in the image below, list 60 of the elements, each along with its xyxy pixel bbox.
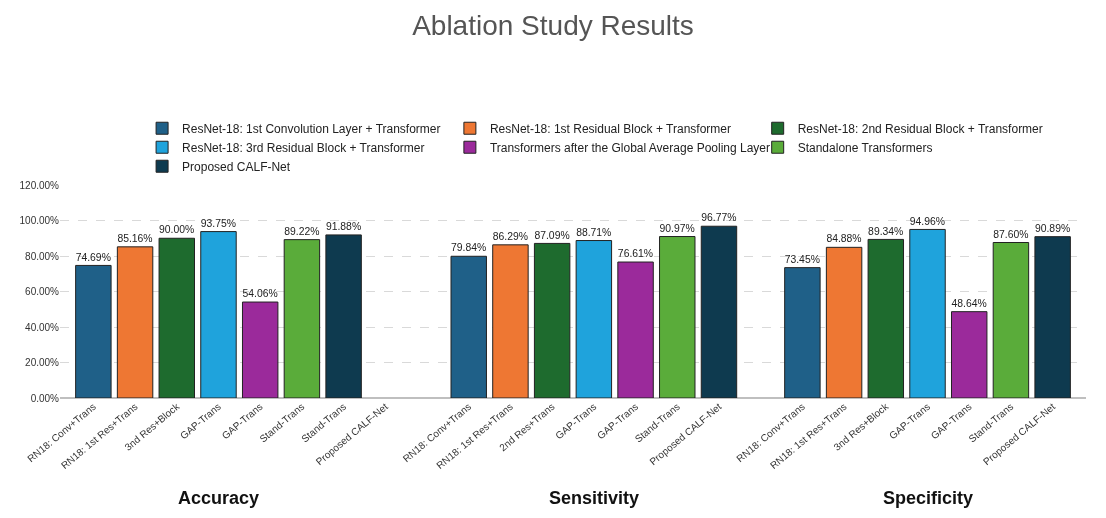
bar xyxy=(492,244,529,398)
data-label: 94.96% xyxy=(909,215,946,227)
y-tick-label: 120.00% xyxy=(19,179,60,191)
bar xyxy=(617,261,654,398)
bar xyxy=(158,237,196,398)
legend-label: ResNet-18: 1st Residual Block + Transformer xyxy=(489,121,731,136)
data-label: 90.00% xyxy=(159,224,195,236)
bar xyxy=(950,311,988,398)
y-tick-label: 40.00% xyxy=(25,321,60,333)
bar xyxy=(325,234,362,398)
bar xyxy=(533,242,571,398)
legend-label: Proposed CALF-Net xyxy=(182,159,291,174)
data-label: 87.60% xyxy=(993,228,1029,240)
legend-label: ResNet-18: 2nd Residual Block + Transformer xyxy=(797,121,1043,136)
bar xyxy=(116,246,154,398)
legend-label: Standalone Transformers xyxy=(797,140,933,155)
bar xyxy=(1034,236,1071,398)
legend-label: Transformers after the Global Average Pooling Layer xyxy=(489,140,771,155)
bar xyxy=(659,236,696,398)
data-label: 96.77% xyxy=(701,212,737,224)
data-label: 91.88% xyxy=(325,221,362,233)
y-tick-label: 60.00% xyxy=(25,286,60,297)
bar xyxy=(283,239,321,398)
data-label: 88.71% xyxy=(576,226,612,238)
text: Accuracy xyxy=(178,488,260,508)
data-label: 85.16% xyxy=(117,232,153,244)
y-tick-label: 20.00% xyxy=(25,357,60,368)
y-tick-label: 80.00% xyxy=(25,250,60,262)
bar xyxy=(700,225,738,398)
bar xyxy=(200,231,237,398)
data-label: 73.45% xyxy=(784,253,820,265)
data-label: 89.34% xyxy=(868,225,904,237)
y-tick-label: 0.00% xyxy=(30,392,60,404)
bar xyxy=(75,264,112,398)
data-label: 79.84% xyxy=(451,242,487,254)
bar xyxy=(992,242,1030,398)
legend-label: ResNet-18: 3rd Residual Block + Transformer xyxy=(182,140,425,155)
data-label: 74.69% xyxy=(75,251,111,263)
bar xyxy=(450,255,487,398)
data-label: 93.75% xyxy=(200,217,236,229)
data-label: 90.89% xyxy=(1034,222,1071,234)
data-label: 90.97% xyxy=(659,222,695,234)
text: Sensitivity xyxy=(549,488,640,508)
bar xyxy=(241,301,279,398)
data-label: 89.22% xyxy=(284,225,320,237)
data-label: 48.64% xyxy=(951,297,987,309)
bar xyxy=(867,238,905,398)
text: Specificity xyxy=(883,488,974,508)
y-tick-label: 100.00% xyxy=(19,215,60,226)
data-label: 84.88% xyxy=(826,233,862,245)
data-label: 54.06% xyxy=(242,288,278,300)
bar xyxy=(784,267,821,398)
data-label: 76.61% xyxy=(617,248,654,260)
data-label: 86.29% xyxy=(492,230,528,242)
bar xyxy=(575,240,613,398)
bar xyxy=(825,246,863,398)
legend-label: ResNet-18: 1st Convolution Layer + Transformer xyxy=(182,121,441,136)
bar xyxy=(909,228,946,398)
data-label: 87.09% xyxy=(534,229,570,241)
chart-title: Ablation Study Results xyxy=(412,10,694,42)
